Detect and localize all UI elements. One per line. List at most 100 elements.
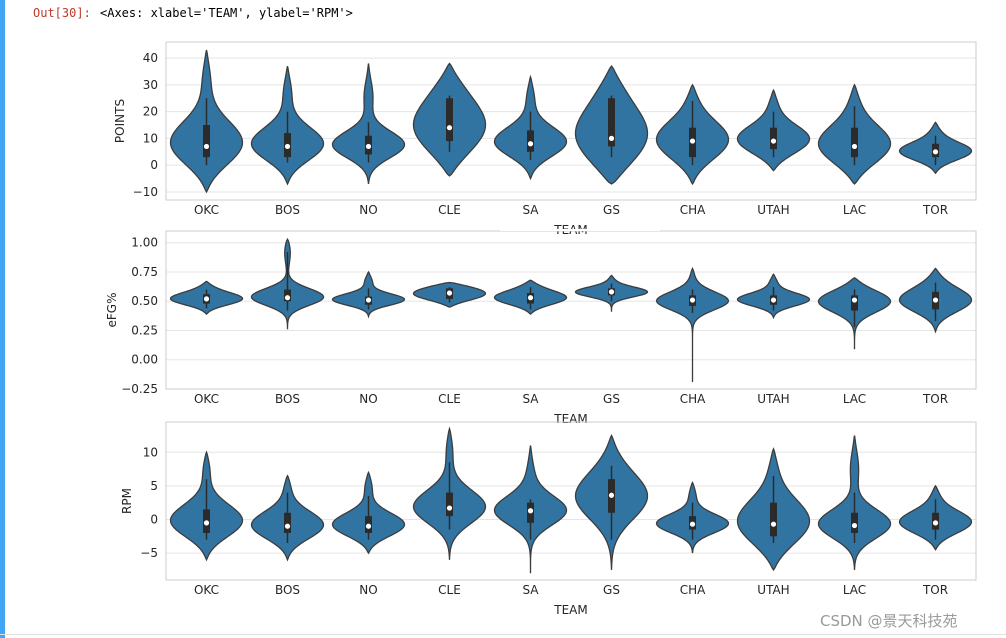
x-tick-label: UTAH — [757, 583, 789, 597]
x-tick-label: SA — [522, 392, 539, 406]
x-tick-label: GS — [603, 583, 620, 597]
violin-CHA — [655, 266, 730, 382]
median-dot-CLE — [446, 125, 453, 131]
y-tick-label: 0 — [150, 158, 158, 172]
y-tick-label: 0.25 — [131, 323, 158, 337]
x-tick-label: UTAH — [757, 392, 789, 406]
median-dot-UTAH — [770, 297, 777, 303]
median-dot-SA — [527, 141, 534, 147]
median-dot-OKC — [203, 143, 210, 150]
violin-panel-2: −0.25 0.00 0.25 0.50 0.75 1.00 OKC BOS NO CLE SA GS… — [105, 230, 977, 426]
median-dot-TOR — [932, 520, 939, 526]
median-dot-SA — [527, 295, 534, 301]
x-tick-label: GS — [603, 392, 620, 406]
median-dot-LAC — [851, 522, 858, 529]
y-tick-label: 10 — [143, 445, 158, 459]
y-tick-label: 0.75 — [131, 265, 158, 279]
x-tick-label: BOS — [275, 392, 300, 406]
x-tick-label: OKC — [194, 392, 219, 406]
x-tick-label: CHA — [680, 203, 706, 217]
cell-selection-bar — [0, 0, 5, 638]
x-tick-label: SA — [522, 203, 539, 217]
median-dot-TOR — [932, 297, 939, 303]
median-dot-NO — [365, 297, 372, 303]
y-tick-label: 40 — [143, 51, 158, 65]
x-tick-label: NO — [359, 203, 377, 217]
x-tick-label: CLE — [438, 583, 461, 597]
iqr-box-LAC — [851, 512, 858, 533]
y-tick-label: 5 — [150, 479, 158, 493]
x-axis-label: TEAM — [553, 412, 587, 426]
median-dot-NO — [365, 143, 372, 150]
x-tick-label: TOR — [922, 203, 948, 217]
median-dot-BOS — [284, 143, 291, 150]
median-dot-CHA — [689, 521, 696, 527]
output-text: <Axes: xlabel='TEAM', ylabel='RPM'> — [100, 6, 353, 20]
y-tick-label: 0.50 — [131, 294, 158, 308]
median-dot-GS — [608, 289, 615, 295]
x-tick-label: CHA — [680, 583, 706, 597]
violin-panel-3: −5 0 5 10 OKC BOS NO CLE SA GS CHA UTAH LAC TOR TEAM RP… — [120, 421, 977, 617]
x-tick-label: TOR — [922, 392, 948, 406]
x-tick-label: CLE — [438, 203, 461, 217]
y-tick-label: 0 — [150, 512, 158, 526]
x-tick-label: LAC — [843, 583, 866, 597]
x-tick-label: NO — [359, 583, 377, 597]
median-dot-SA — [527, 508, 534, 514]
y-axis-label: eFG% — [105, 293, 119, 328]
x-tick-label: TOR — [922, 583, 948, 597]
median-dot-OKC — [203, 296, 210, 302]
x-tick-label: GS — [603, 203, 620, 217]
output-prompt: Out[30]: — [33, 6, 91, 20]
plot-frame — [165, 421, 977, 581]
median-dot-UTAH — [770, 521, 777, 527]
y-tick-label: 0.00 — [131, 353, 158, 367]
x-tick-label: CHA — [680, 392, 706, 406]
y-tick-label: 1.00 — [131, 236, 158, 250]
plot-frame — [165, 41, 977, 201]
watermark: CSDN @景天科技苑 — [820, 612, 958, 630]
median-dot-LAC — [851, 297, 858, 303]
median-dot-OKC — [203, 520, 210, 526]
iqr-box-BOS — [284, 512, 291, 533]
y-tick-label: 10 — [143, 131, 158, 145]
y-tick-label: −5 — [140, 546, 158, 560]
x-tick-label: OKC — [194, 203, 219, 217]
iqr-box-UTAH — [770, 502, 777, 537]
x-tick-label: SA — [522, 583, 539, 597]
iqr-box-LAC — [851, 127, 858, 158]
y-tick-label: −10 — [133, 185, 158, 199]
overlap-mask — [500, 229, 660, 231]
x-axis-label: TEAM — [553, 603, 587, 617]
median-dot-CHA — [689, 138, 696, 144]
iqr-box-LAC — [851, 295, 858, 311]
iqr-box-SA — [527, 130, 534, 152]
median-dot-LAC — [851, 143, 858, 150]
median-dot-BOS — [284, 295, 291, 301]
iqr-box-UTAH — [770, 127, 777, 150]
median-dot-BOS — [284, 523, 291, 529]
median-dot-UTAH — [770, 138, 777, 144]
iqr-box-CLE — [446, 98, 453, 142]
median-dot-GS — [608, 492, 615, 498]
x-tick-label: BOS — [275, 583, 300, 597]
median-dot-GS — [608, 135, 615, 142]
median-dot-CHA — [689, 297, 696, 303]
median-dot-TOR — [932, 149, 939, 155]
iqr-box-OKC — [203, 125, 210, 158]
x-tick-label: OKC — [194, 583, 219, 597]
y-tick-label: 30 — [143, 78, 158, 92]
y-tick-label: 20 — [143, 105, 158, 119]
x-tick-label: NO — [359, 392, 377, 406]
median-dot-CLE — [446, 505, 453, 511]
x-tick-label: CLE — [438, 392, 461, 406]
x-tick-label: BOS — [275, 203, 300, 217]
x-tick-label: LAC — [843, 203, 866, 217]
median-dot-CLE — [446, 290, 453, 296]
iqr-box-CLE — [446, 492, 453, 517]
violin-panel-1: −10 0 10 20 30 40 OKC BOS NO CLE SA GS CHA UTAH LAC TOR… — [113, 41, 977, 237]
x-tick-label: UTAH — [757, 203, 789, 217]
median-dot-NO — [365, 523, 372, 529]
y-axis-label: RPM — [120, 488, 134, 514]
